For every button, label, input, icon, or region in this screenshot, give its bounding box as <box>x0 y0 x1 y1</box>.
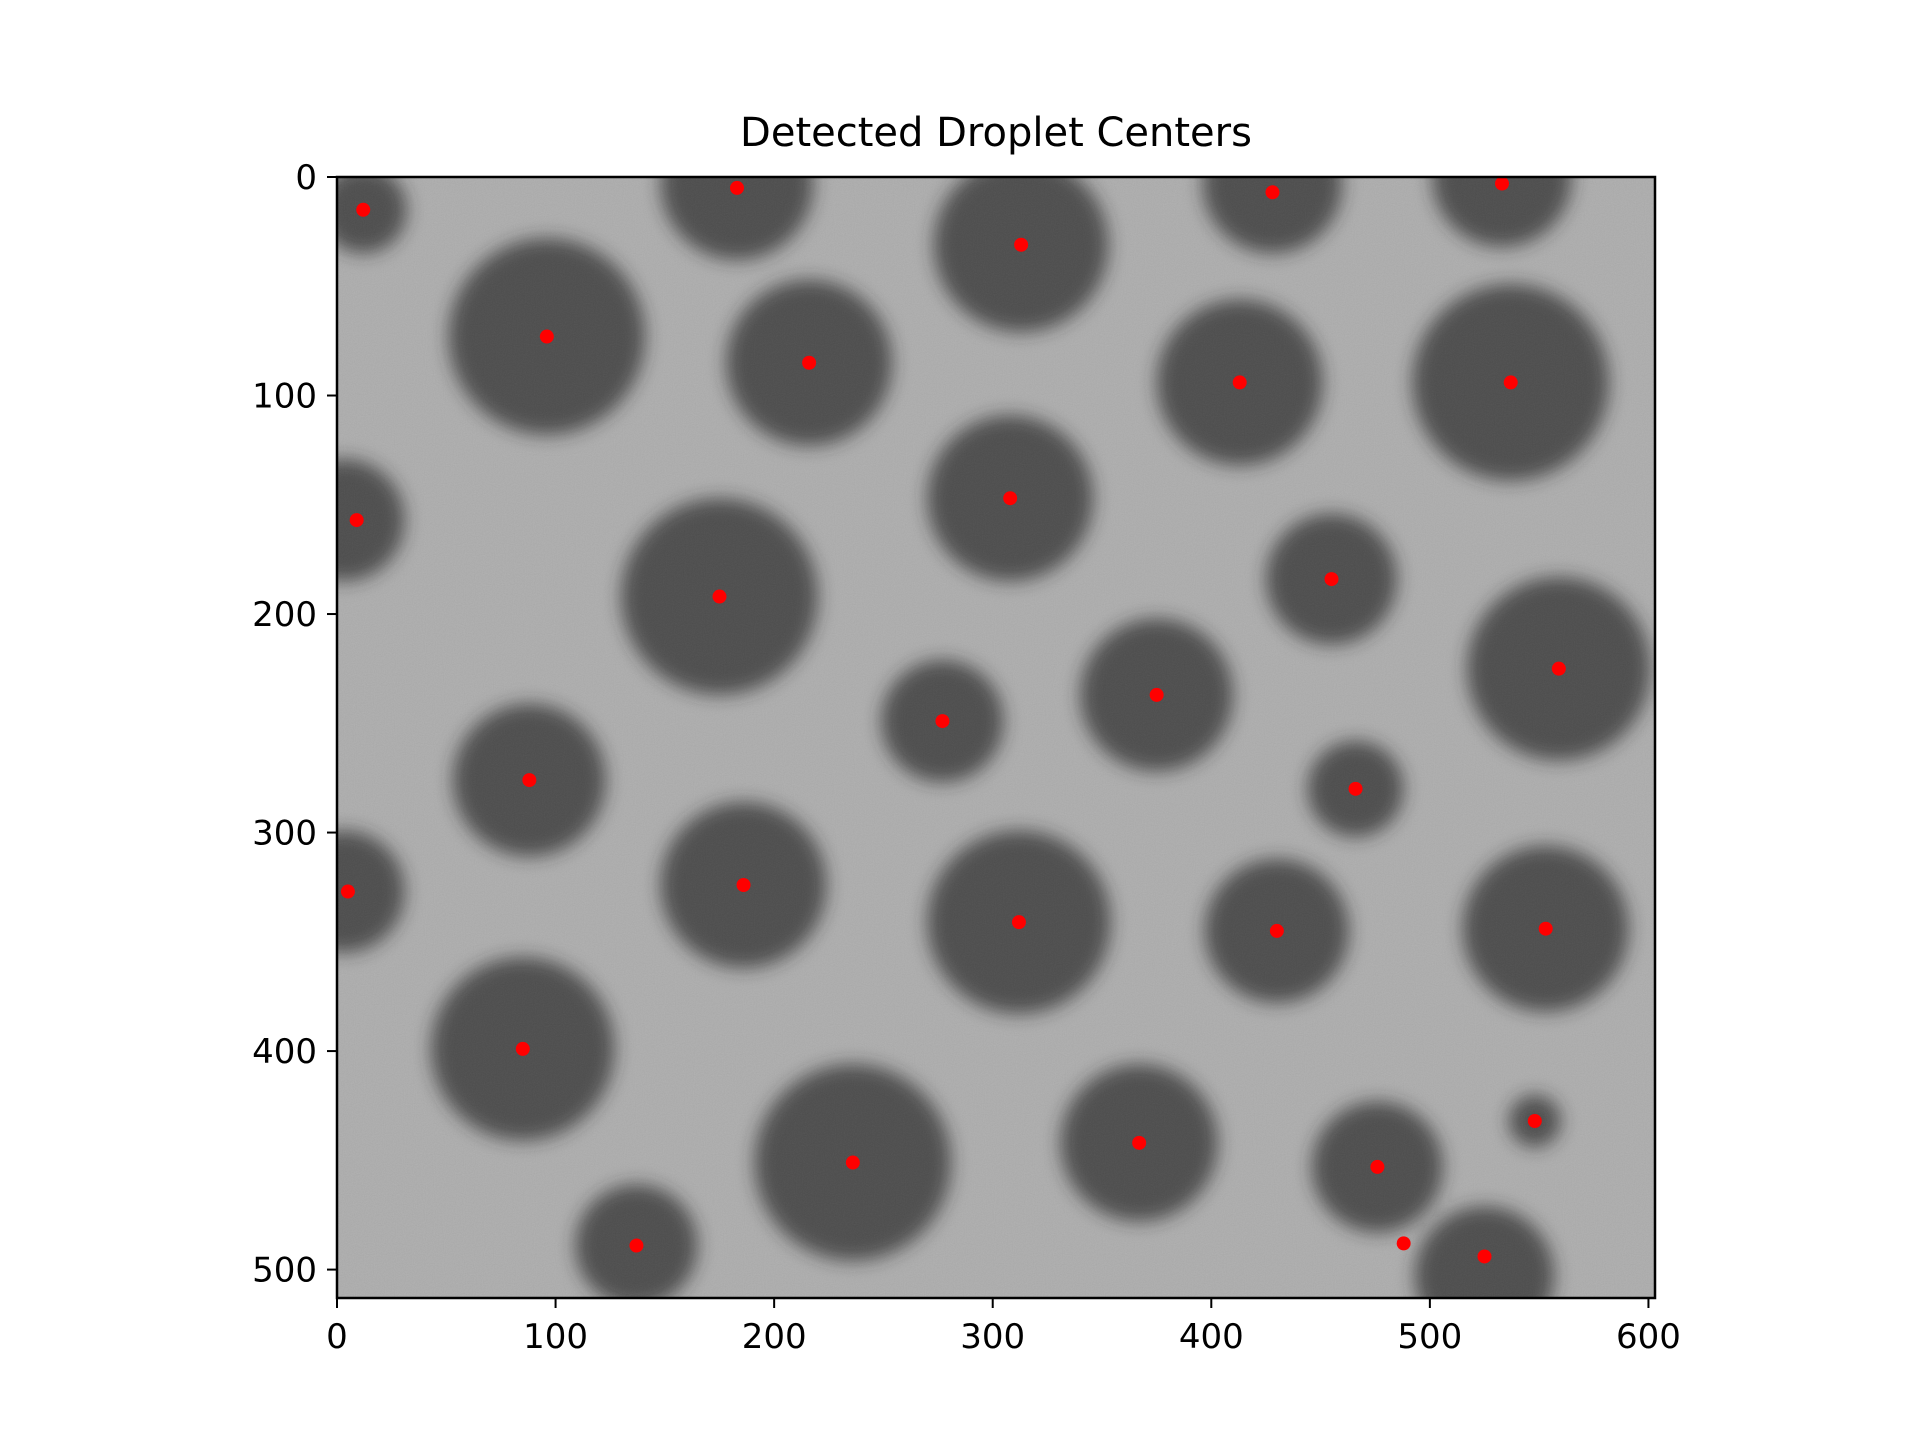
center-point-15 <box>935 714 950 729</box>
center-point-0 <box>356 202 371 217</box>
center-point-11 <box>1324 572 1339 587</box>
center-point-5 <box>539 329 554 344</box>
center-point-4 <box>1014 237 1029 252</box>
center-point-6 <box>802 355 817 370</box>
center-point-10 <box>1003 491 1018 506</box>
center-point-25 <box>1527 1114 1542 1128</box>
center-point-1 <box>729 180 744 195</box>
center-point-20 <box>1011 915 1026 930</box>
center-point-8 <box>1503 375 1518 390</box>
center-point-7 <box>1232 375 1247 390</box>
plot-frame <box>335 175 1657 1300</box>
center-point-29 <box>1396 1236 1411 1251</box>
x-tick-label-100: 100 <box>523 1317 588 1357</box>
y-tick-label-200: 200 <box>252 595 317 635</box>
x-axis: 0 100 200 300 400 500 600 <box>326 1298 1681 1357</box>
x-tick-label-600: 600 <box>1616 1317 1681 1357</box>
center-point-18 <box>340 884 355 899</box>
x-tick-label-400: 400 <box>1179 1317 1244 1357</box>
points-layer <box>340 177 1566 1264</box>
y-tick-label-500: 500 <box>252 1251 317 1291</box>
center-point-22 <box>1538 921 1553 936</box>
center-point-24 <box>1132 1135 1147 1150</box>
x-tick-label-0: 0 <box>326 1317 348 1357</box>
center-point-26 <box>845 1155 860 1170</box>
image-grain <box>337 177 1655 1298</box>
center-point-23 <box>515 1041 530 1056</box>
y-tick-label-400: 400 <box>252 1032 317 1072</box>
center-point-21 <box>1269 923 1284 938</box>
center-point-3 <box>1495 177 1509 191</box>
x-tick-label-300: 300 <box>960 1317 1025 1357</box>
center-point-2 <box>1265 185 1280 200</box>
center-point-16 <box>522 773 537 788</box>
x-tick-label-200: 200 <box>742 1317 807 1357</box>
y-tick-label-300: 300 <box>252 814 317 854</box>
center-point-19 <box>736 878 751 892</box>
center-point-28 <box>629 1238 644 1253</box>
center-point-12 <box>712 589 727 604</box>
y-tick-label-0: 0 <box>295 158 317 198</box>
center-point-27 <box>1370 1159 1385 1174</box>
center-point-17 <box>1348 781 1363 796</box>
chart-title: Detected Droplet Centers <box>740 110 1252 156</box>
x-tick-label-500: 500 <box>1397 1317 1462 1357</box>
center-point-30 <box>1477 1249 1492 1264</box>
center-point-14 <box>1149 687 1164 702</box>
y-axis: 0 100 200 300 400 500 <box>252 158 337 1291</box>
center-point-13 <box>1551 661 1566 676</box>
y-tick-label-100: 100 <box>252 377 317 417</box>
center-point-9 <box>349 513 364 528</box>
image-area <box>337 177 1655 1298</box>
